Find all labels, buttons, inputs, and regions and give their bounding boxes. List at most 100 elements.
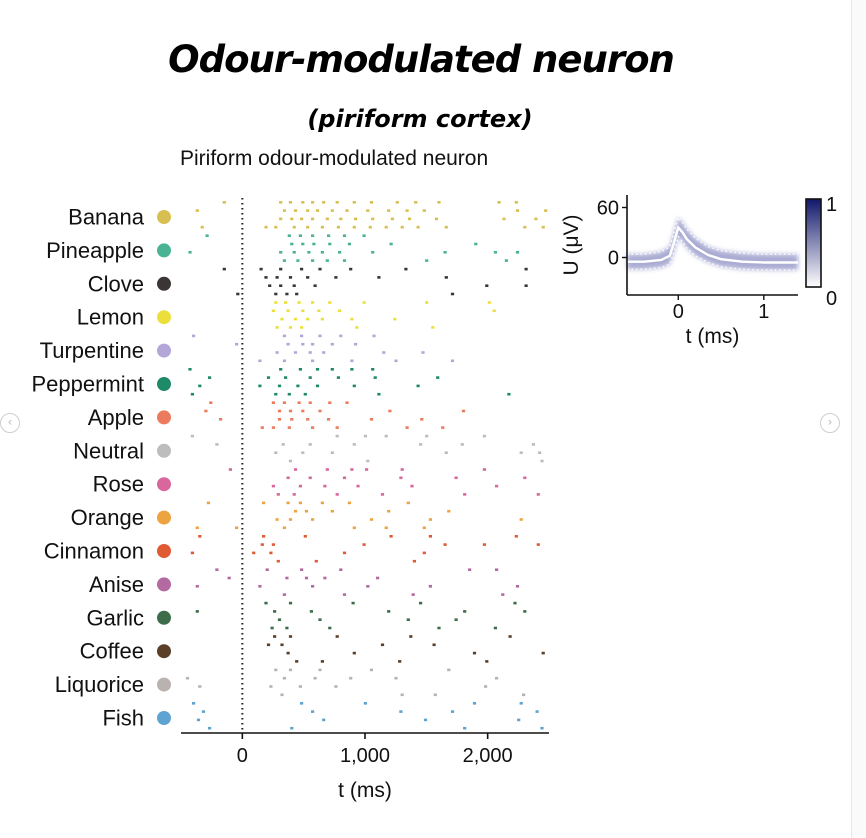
spike — [235, 526, 239, 530]
spike — [531, 443, 535, 446]
spike — [293, 351, 298, 354]
spike — [377, 392, 381, 396]
spike — [198, 685, 202, 688]
spike — [354, 342, 358, 346]
spike — [274, 292, 278, 296]
spike — [327, 234, 331, 237]
spike — [447, 509, 451, 513]
spike — [292, 225, 296, 229]
spike — [363, 434, 367, 438]
odour-label-liquorice: Liquorice — [55, 672, 144, 697]
spike — [208, 726, 212, 730]
spike — [541, 651, 545, 655]
spike — [273, 610, 277, 613]
spike — [514, 535, 518, 538]
spike — [190, 392, 194, 396]
spike — [524, 284, 528, 287]
spike — [288, 601, 293, 605]
spike — [376, 576, 380, 580]
spike — [259, 267, 263, 271]
spike — [288, 635, 293, 638]
spike — [411, 593, 415, 596]
odour-label-turpentine: Turpentine — [40, 338, 144, 363]
spike — [282, 334, 286, 338]
waveform-mean-line — [627, 225, 798, 264]
spike — [335, 493, 339, 496]
spike — [450, 710, 455, 713]
odour-label-rose: Rose — [93, 472, 144, 497]
spike — [282, 401, 286, 404]
waveform-upper-bound — [627, 216, 798, 255]
odour-dot-cinnamon — [157, 544, 171, 558]
spike — [277, 384, 282, 388]
spike — [228, 468, 232, 471]
spike — [314, 559, 318, 563]
odour-dot-rose — [157, 477, 171, 492]
spike — [271, 484, 275, 488]
spike — [322, 351, 326, 354]
spike — [349, 267, 353, 271]
spike — [274, 301, 278, 304]
spike — [432, 643, 436, 647]
spike — [472, 702, 477, 705]
spike — [522, 693, 526, 697]
spike — [336, 225, 340, 229]
spike — [425, 301, 429, 304]
spike — [463, 726, 467, 730]
spike — [335, 426, 339, 429]
spike — [514, 201, 518, 204]
odour-dot-apple — [157, 410, 171, 425]
spike — [274, 225, 278, 229]
spike — [410, 484, 414, 488]
spike — [409, 635, 413, 638]
spike — [365, 468, 369, 471]
spike — [382, 351, 386, 354]
spike — [422, 526, 426, 530]
spike — [523, 476, 527, 480]
spike — [380, 643, 385, 647]
odour-dot-pineapple — [157, 243, 171, 258]
raster-chart-title: Piriform odour-modulated neuron — [180, 147, 489, 170]
spike — [320, 501, 324, 505]
spike — [271, 543, 275, 546]
spike — [384, 434, 388, 438]
spike — [436, 376, 440, 379]
spike — [185, 676, 190, 680]
spike — [387, 209, 391, 212]
carousel-next-button[interactable]: › — [820, 413, 840, 433]
spike — [208, 376, 212, 379]
spike — [339, 217, 343, 221]
carousel-prev-button[interactable]: ‹ — [0, 413, 20, 433]
spike — [300, 334, 304, 338]
spike — [377, 276, 381, 279]
spike — [384, 526, 388, 530]
spike — [290, 418, 294, 421]
spike — [258, 384, 262, 388]
spike — [309, 610, 313, 613]
spike — [323, 484, 327, 488]
spike — [460, 443, 464, 446]
spike — [288, 276, 293, 279]
spike — [300, 568, 304, 571]
spike — [275, 351, 279, 354]
spike — [399, 710, 403, 713]
spike — [195, 209, 199, 212]
spike — [301, 342, 305, 346]
spike — [282, 676, 286, 680]
spike — [279, 284, 283, 287]
spike — [355, 326, 359, 329]
spike — [423, 718, 428, 722]
odour-dot-turpentine — [157, 343, 171, 358]
spike — [497, 201, 501, 204]
odour-dot-neutral — [157, 443, 171, 458]
spike — [288, 409, 293, 413]
spike — [416, 225, 420, 229]
spike — [303, 535, 307, 538]
spike — [352, 651, 356, 655]
spike — [472, 651, 477, 655]
spike — [269, 685, 273, 688]
spike — [301, 242, 305, 246]
spike — [306, 225, 310, 229]
spike — [513, 601, 517, 605]
spike — [313, 284, 317, 287]
